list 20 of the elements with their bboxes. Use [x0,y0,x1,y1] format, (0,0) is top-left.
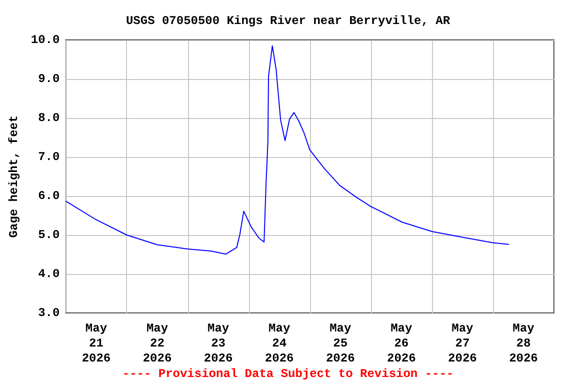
y-axis-title: Gage height, feet [7,115,21,238]
y-tick-label: 8.0 [38,111,60,125]
y-tick-label: 10.0 [30,33,60,47]
y-tick-label: 7.0 [38,150,60,164]
y-tick-label: 4.0 [38,267,60,281]
y-tick-label: 9.0 [38,72,60,86]
line-series [65,45,510,255]
text: ---- Provisional Data Subject to Revision ---- [122,367,454,381]
x-tick-label: May 22 2026 [142,322,172,366]
x-tick-label: May 26 2026 [387,322,416,366]
x-tick-label: May 25 2026 [326,322,355,366]
chart-title: USGS 07050500 Kings River near Berryville, AR [126,14,451,28]
x-tick-label: May 27 2026 [448,322,477,366]
y-tick-label: 5.0 [38,228,60,242]
x-tick-label: May 23 2026 [204,322,233,366]
x-tick-label: May 24 2026 [264,322,294,366]
y-tick-label: 3.0 [38,306,60,320]
y-tick-label: 6.0 [38,189,60,203]
x-tick-label: May 21 2026 [82,322,111,366]
x-tick-label: May 28 2026 [509,322,538,366]
